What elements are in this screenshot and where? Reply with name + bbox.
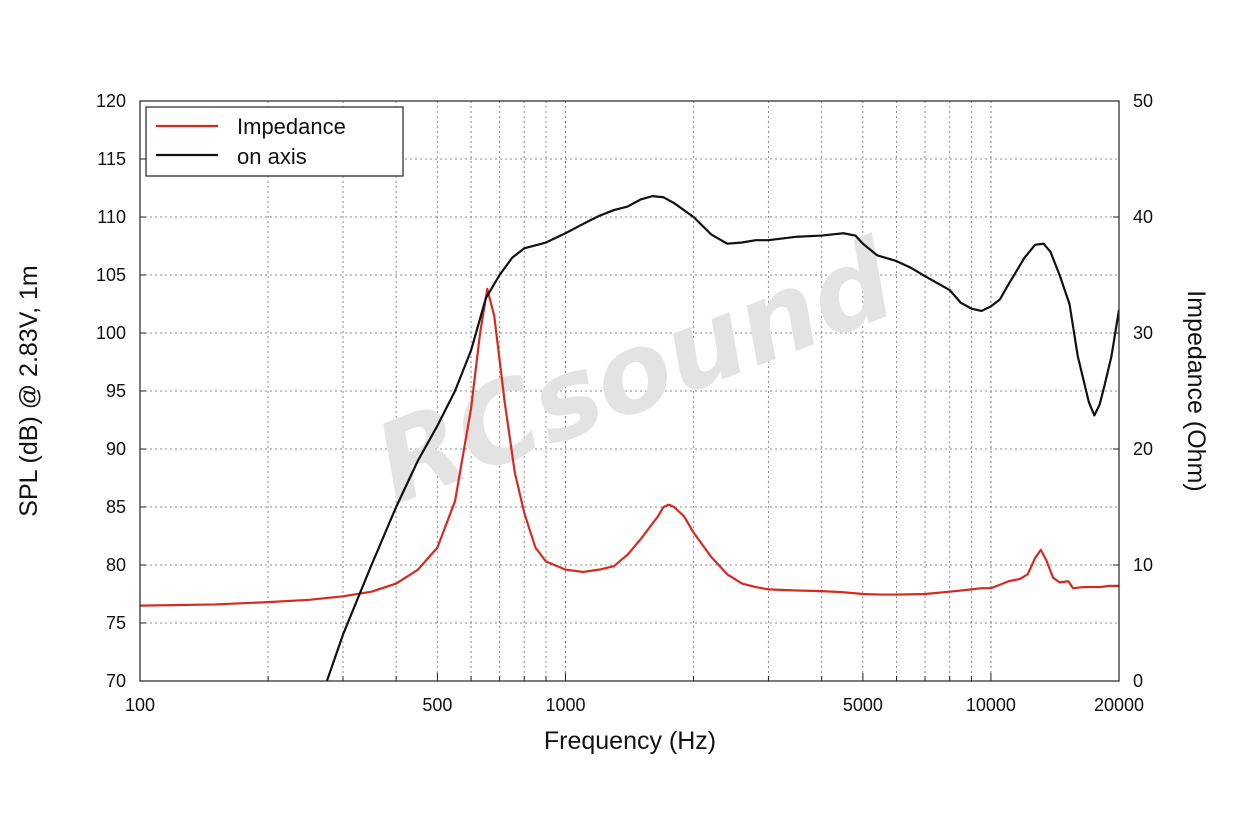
right-tick-label: 0 [1133, 671, 1143, 691]
left-tick-label: 85 [106, 497, 126, 517]
legend: Impedance on axis [145, 106, 404, 177]
right-tick-label: 50 [1133, 91, 1153, 111]
legend-label-impedance: Impedance [237, 114, 346, 139]
right-tick-label: 40 [1133, 207, 1153, 227]
left-tick-label: 120 [96, 91, 126, 111]
x-axis-label: Frequency (Hz) [544, 727, 716, 755]
left-tick-label: 95 [106, 381, 126, 401]
series-line-impedance [140, 287, 1119, 607]
x-tick-label: 500 [422, 695, 452, 715]
legend-box [145, 106, 404, 177]
left-axis-label: SPL (dB) @ 2.83V, 1m [15, 265, 43, 516]
x-tick-label: 100 [125, 695, 155, 715]
x-tick-label: 20000 [1094, 695, 1144, 715]
left-tick-label: 105 [96, 265, 126, 285]
right-tick-label: 20 [1133, 439, 1153, 459]
watermark: RCsound [358, 215, 911, 529]
left-tick-label: 70 [106, 671, 126, 691]
left-tick-label: 100 [96, 323, 126, 343]
series-lines [140, 195, 1119, 681]
left-tick-label: 110 [97, 207, 126, 227]
x-tick-label: 1000 [545, 695, 585, 715]
axis-ticks [139, 100, 1120, 682]
x-tick-label: 5000 [843, 695, 883, 715]
legend-label-on-axis: on axis [237, 144, 307, 169]
grid-lines [140, 101, 1119, 681]
left-tick-label: 80 [106, 555, 126, 575]
series-line-on-axis [325, 195, 1119, 681]
tick-labels: 100 500 1000 5000 10000 200007075808590951001… [96, 91, 1153, 715]
left-tick-label: 75 [106, 613, 126, 633]
x-tick-label: 10000 [966, 695, 1016, 715]
right-tick-label: 10 [1133, 555, 1153, 575]
left-tick-label: 90 [106, 439, 126, 459]
right-axis-label: Impedance (Ohm) [1182, 290, 1210, 491]
left-tick-label: 115 [97, 149, 126, 169]
right-tick-label: 30 [1133, 323, 1153, 343]
